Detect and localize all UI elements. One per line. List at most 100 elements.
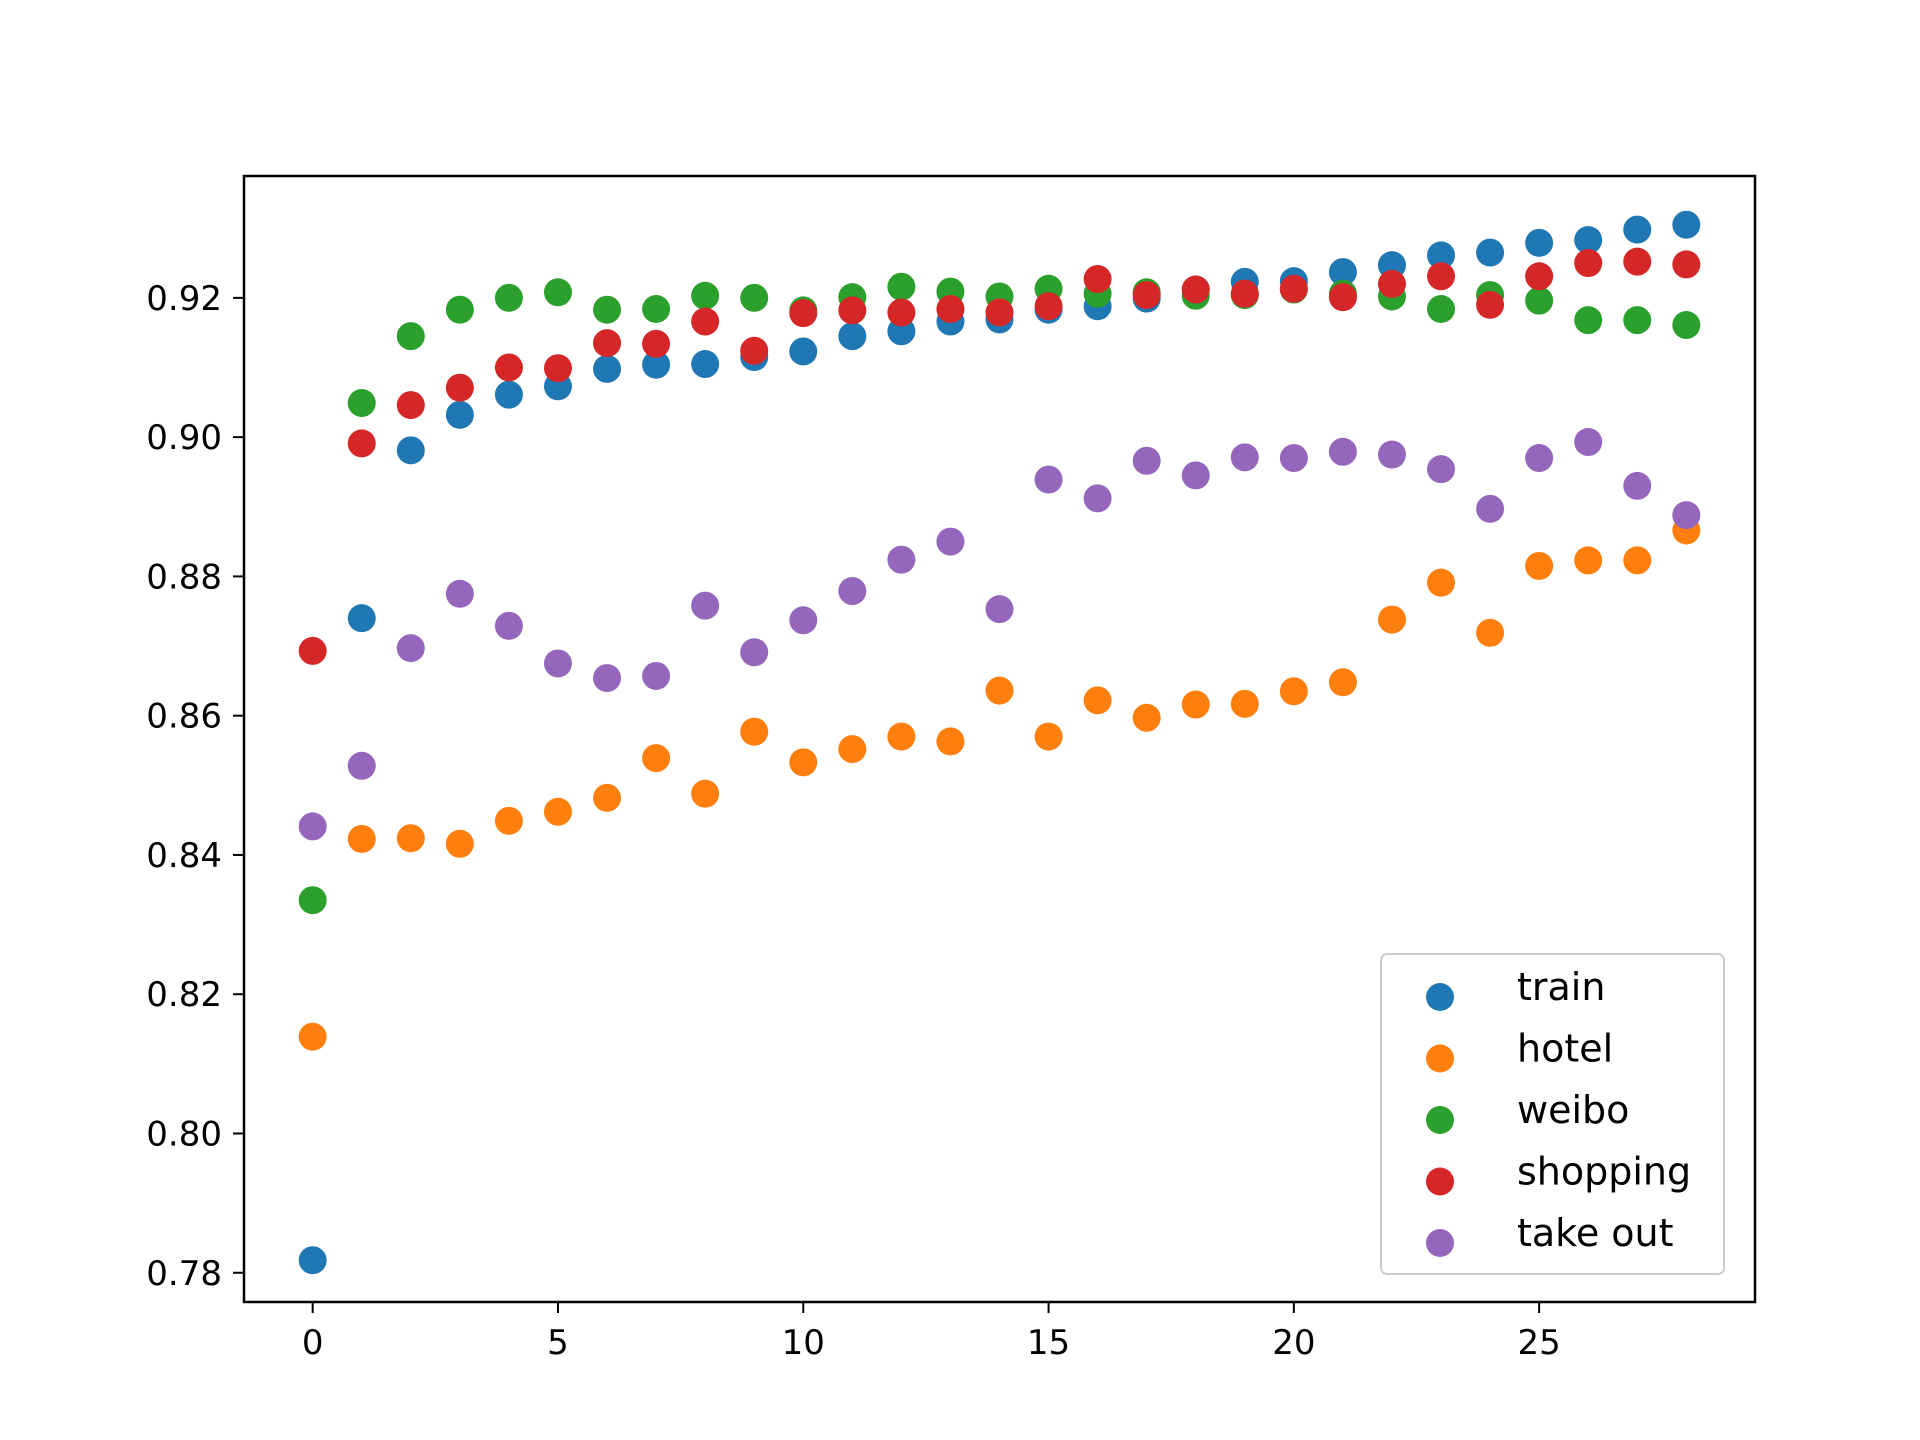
data-point-shopping [1132, 281, 1161, 310]
data-point-hotel [936, 727, 965, 756]
legend-label: weibo [1517, 1088, 1629, 1132]
data-point-hotel [1476, 618, 1505, 647]
data-point-shopping [347, 429, 376, 458]
x-tick-label: 15 [1027, 1323, 1070, 1363]
data-point-train [494, 380, 523, 409]
data-point-shopping [1181, 275, 1210, 304]
data-point-train [1427, 241, 1456, 270]
data-point-hotel [1574, 546, 1603, 575]
data-point-take-out [298, 812, 327, 841]
legend-label: train [1517, 965, 1605, 1009]
data-point-shopping [740, 336, 769, 365]
data-point-take-out [1279, 444, 1308, 473]
data-point-shopping [1623, 247, 1652, 276]
data-point-take-out [691, 591, 720, 620]
data-point-hotel [789, 748, 818, 777]
data-point-take-out [642, 661, 671, 690]
y-tick-label: 0.84 [146, 836, 222, 876]
data-point-weibo [1574, 306, 1603, 335]
data-point-shopping [1083, 265, 1112, 294]
x-tick-label: 5 [547, 1323, 569, 1363]
data-point-take-out [887, 545, 916, 574]
data-point-train [1574, 226, 1603, 255]
data-point-hotel [1525, 551, 1554, 580]
data-point-shopping [789, 299, 818, 328]
data-point-weibo [494, 283, 523, 312]
data-point-shopping [642, 329, 671, 358]
data-point-shopping [985, 298, 1014, 327]
data-point-shopping [1230, 279, 1259, 308]
axes-frame [242, 174, 1757, 1304]
legend-marker [1426, 1106, 1454, 1134]
legend-marker [1426, 1044, 1454, 1073]
data-point-hotel [1083, 686, 1112, 715]
data-point-weibo [1623, 306, 1652, 335]
y-tick-label: 0.78 [146, 1254, 222, 1294]
data-point-weibo [740, 283, 769, 312]
data-point-take-out [543, 649, 572, 678]
legend-label: take out [1517, 1211, 1674, 1255]
data-point-weibo [1525, 286, 1554, 315]
data-point-train [789, 337, 818, 366]
data-point-hotel [985, 676, 1014, 705]
data-point-train [642, 350, 671, 379]
data-point-shopping [838, 296, 867, 325]
data-point-train [445, 400, 474, 429]
data-point-train [1525, 228, 1554, 257]
data-point-hotel [347, 824, 376, 853]
data-point-take-out [396, 634, 425, 663]
data-point-hotel [593, 783, 622, 812]
data-point-train [298, 1246, 327, 1275]
data-point-shopping [1377, 269, 1406, 298]
data-point-weibo [298, 886, 327, 915]
data-point-hotel [740, 717, 769, 746]
data-point-hotel [543, 797, 572, 826]
legend-marker [1426, 1229, 1454, 1257]
data-point-take-out [1377, 440, 1406, 469]
data-point-take-out [936, 527, 965, 556]
data-point-weibo [1672, 311, 1701, 340]
x-tick-label: 25 [1518, 1323, 1561, 1363]
data-point-hotel [298, 1022, 327, 1051]
data-point-take-out [1083, 484, 1112, 513]
y-tick-label: 0.86 [146, 697, 222, 737]
y-tick-label: 0.90 [146, 418, 222, 458]
x-tick-label: 20 [1272, 1323, 1315, 1363]
data-point-train [593, 354, 622, 383]
ticks-layer: 0 5 10 15 20 25 0.78 0.80 0.82 0.84 0.86 0.88 0.90 0.… [146, 279, 1560, 1363]
y-tick-label: 0.88 [146, 557, 222, 597]
data-point-hotel [1279, 677, 1308, 706]
data-point-take-out [1034, 465, 1063, 494]
data-point-shopping [543, 354, 572, 383]
data-point-take-out [494, 611, 523, 640]
data-point-train [1328, 258, 1357, 287]
data-point-train [691, 350, 720, 379]
data-point-take-out [445, 579, 474, 608]
legend-label: shopping [1517, 1150, 1691, 1194]
data-point-take-out [1525, 444, 1554, 473]
data-point-train [347, 604, 376, 633]
data-point-shopping [593, 329, 622, 358]
data-point-shopping [1476, 290, 1505, 319]
data-point-take-out [1672, 501, 1701, 530]
data-point-train [1476, 238, 1505, 267]
legend-marker [1426, 1167, 1454, 1196]
data-point-take-out [1623, 471, 1652, 500]
data-point-hotel [396, 824, 425, 853]
data-point-weibo [1427, 295, 1456, 324]
data-point-hotel [1181, 690, 1210, 719]
data-point-hotel [1132, 703, 1161, 732]
x-tick-label: 10 [782, 1323, 825, 1363]
points-layer [298, 210, 1701, 1275]
data-point-take-out [593, 664, 622, 693]
y-tick-label: 0.82 [146, 975, 222, 1015]
data-point-train [396, 436, 425, 465]
data-point-take-out [1230, 443, 1259, 472]
legend: train hotel weibo shopping take out [1380, 953, 1725, 1275]
data-point-take-out [1132, 446, 1161, 475]
data-point-hotel [445, 829, 474, 858]
data-point-take-out [838, 577, 867, 606]
data-point-weibo [543, 278, 572, 307]
legend-box [1380, 953, 1725, 1275]
